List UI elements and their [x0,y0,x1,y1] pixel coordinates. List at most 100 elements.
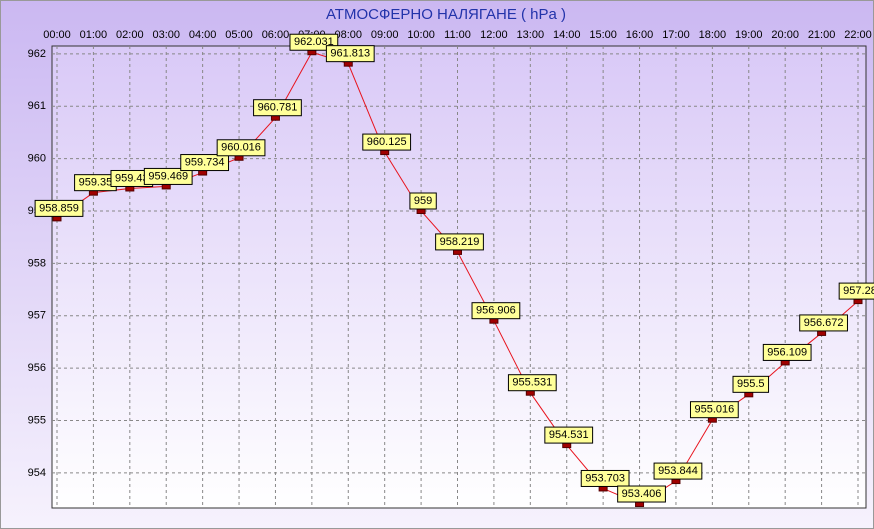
data-label-text: 955.5 [737,378,765,390]
data-label-box [471,302,521,320]
data-label-box [544,426,594,444]
data-label-text: 962.031 [294,36,334,48]
data-label: 954.531 [544,426,594,444]
data-label-box [580,469,630,487]
data-label: 957.28 [838,282,874,300]
data-label-text: 956.906 [476,305,516,317]
data-label-box [253,99,302,117]
data-label: 959.469 [143,167,193,185]
y-tick-label: 958 [28,257,46,269]
data-label-text: 958.219 [440,236,480,248]
x-tick-label: 14:00 [553,29,581,41]
data-label: 959.734 [180,154,230,172]
x-tick-label: 16:00 [626,29,654,41]
data-label: 953.844 [653,462,703,480]
data-label-box [653,462,703,480]
data-label-box [732,375,770,393]
data-label: 960.125 [362,133,412,151]
data-label: 958.859 [34,199,84,217]
data-label-text: 958.859 [39,202,79,214]
y-tick-label: 960 [28,153,46,165]
data-label-text: 959.734 [185,156,225,168]
data-label: 959.35 [74,174,117,192]
data-label-box [617,485,666,503]
x-tick-label: 20:00 [771,29,799,41]
data-label-text: 960.016 [221,142,261,154]
data-label-box [409,192,437,210]
data-label-text: 959.43 [115,172,149,184]
data-label: 959.43 [110,169,154,187]
x-tick-label: 06:00 [262,29,290,41]
x-tick-label: 09:00 [371,29,399,41]
data-label-text: 955.016 [694,404,734,416]
data-label: 955.016 [689,401,739,419]
data-label-text: 959.469 [148,170,188,182]
data-label-text: 959.35 [79,177,113,189]
data-label-text: 960.781 [258,102,298,114]
data-label-box [435,233,484,251]
x-tick-label: 00:00 [43,29,71,41]
data-label: 959 [409,192,437,210]
data-label: 962.031 [289,33,339,51]
x-tick-label: 05:00 [225,29,253,41]
data-label-text: 953.703 [585,472,625,484]
data-label: 956.906 [471,302,521,320]
data-label-text: 954.531 [549,429,589,441]
data-label-box [143,167,193,185]
data-label-box [362,133,412,151]
data-label: 961.813 [325,45,375,63]
data-label-text: 953.406 [622,488,662,500]
data-label: 955.531 [507,374,557,392]
data-label-box [507,374,557,392]
data-label-box [838,282,874,300]
x-tick-label: 22:00 [844,29,872,41]
data-label-box [689,401,739,419]
x-tick-label: 19:00 [735,29,763,41]
x-tick-label: 13:00 [517,29,545,41]
data-label: 953.406 [617,485,666,503]
plot-area [51,45,867,509]
data-label-text: 961.813 [330,48,370,60]
data-label-box [216,139,266,157]
data-label-box [799,314,848,332]
data-label: 955.5 [732,375,770,393]
x-tick-label: 17:00 [662,29,690,41]
data-label: 960.781 [253,99,302,117]
data-label-box [180,154,230,172]
data-label-text: 955.531 [512,377,552,389]
data-label-box [34,199,84,217]
data-label-text: 953.844 [658,465,698,477]
x-tick-label: 03:00 [152,29,180,41]
data-label-text: 956.109 [767,346,807,358]
x-tick-label: 11:00 [444,29,471,41]
data-label-text: 959 [414,195,432,207]
data-label-text: 957.28 [843,285,874,297]
data-label: 956.109 [762,343,812,361]
data-label-box [762,343,812,361]
data-label-box [325,45,375,63]
y-tick-label: 955 [28,414,46,426]
chart-title: АТМОСФЕРНО НАЛЯГАНЕ ( hPa ) [326,6,566,23]
data-label: 958.219 [435,233,484,251]
y-tick-label: 954 [28,467,46,479]
y-tick-label: 961 [28,100,46,112]
data-label: 956.672 [799,314,848,332]
x-tick-label: 08:00 [335,29,363,41]
data-label: 953.703 [580,469,630,487]
data-label-box [289,33,339,51]
x-tick-label: 01:00 [80,29,108,41]
x-tick-label: 04:00 [189,29,217,41]
x-tick-label: 15:00 [589,29,617,41]
x-tick-label: 18:00 [699,29,727,41]
x-tick-label: 10:00 [407,29,435,41]
x-tick-label: 21:00 [808,29,836,41]
data-label: 960.016 [216,139,266,157]
x-tick-label: 12:00 [480,29,508,41]
x-tick-label: 02:00 [116,29,144,41]
y-tick-label: 957 [28,310,46,322]
data-label-text: 956.672 [804,317,844,329]
data-label-text: 960.125 [367,136,407,148]
y-tick-label: 962 [28,48,46,60]
y-tick-label: 956 [28,362,46,374]
